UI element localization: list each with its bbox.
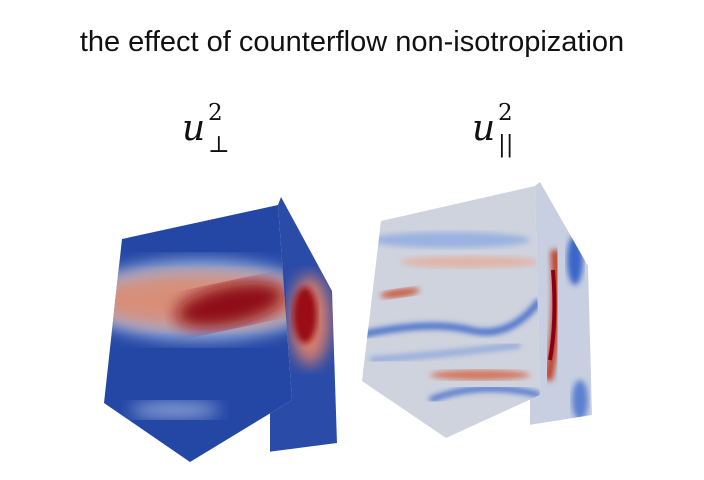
superscript: 2 bbox=[498, 100, 513, 126]
cube-right-face bbox=[530, 182, 592, 438]
symbol: u bbox=[182, 108, 206, 149]
label-u-parallel-squared: u 2 || bbox=[472, 100, 514, 158]
subscript: ⊥ bbox=[208, 132, 230, 158]
superscript: 2 bbox=[208, 100, 223, 126]
label-u-perp-squared: u 2 ⊥ bbox=[182, 100, 230, 158]
figure-title: the effect of counterflow non-isotropiza… bbox=[79, 26, 625, 58]
cube-u-parallel bbox=[362, 182, 592, 438]
subscript: || bbox=[498, 132, 514, 158]
cube-front-face bbox=[362, 186, 540, 438]
cube-front-face bbox=[104, 205, 292, 462]
symbol: u bbox=[472, 108, 496, 149]
cube-u-perp bbox=[104, 197, 337, 462]
